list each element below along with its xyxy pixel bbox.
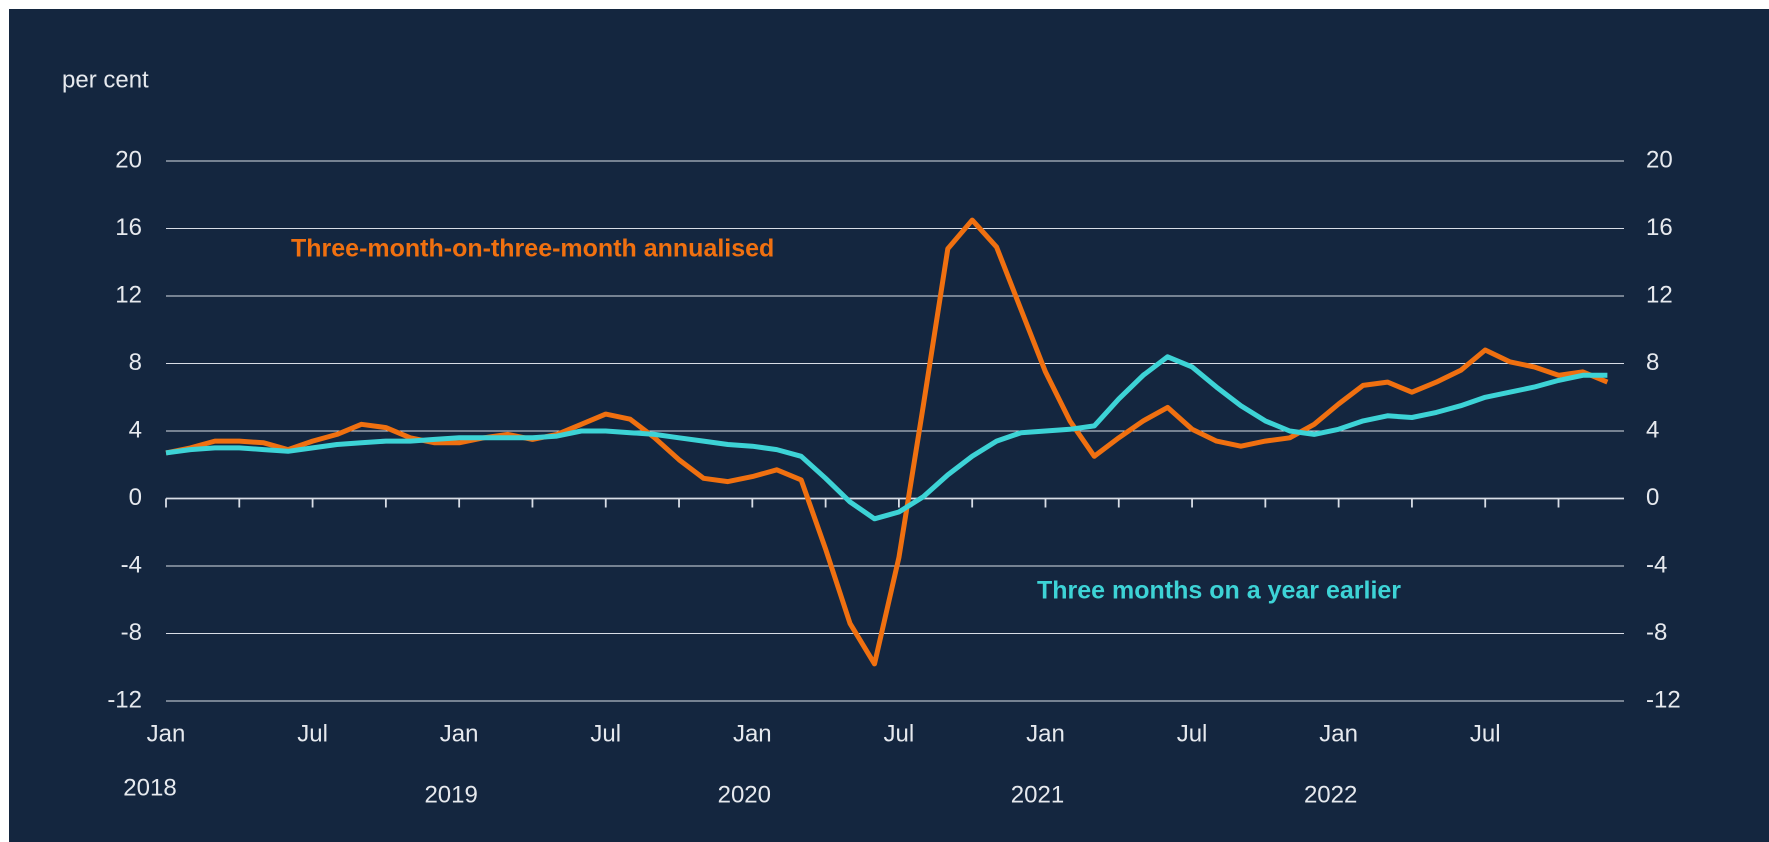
series-line [165, 354, 1608, 522]
y-tick-label: -12 [107, 686, 142, 713]
x-tick-label: Jul [590, 720, 621, 747]
year-label: 2021 [1011, 781, 1064, 808]
y2-tick-label: 4 [1646, 416, 1659, 443]
x-tick-label: Jul [1177, 720, 1208, 747]
x-tick-label: Jul [297, 720, 328, 747]
x-tick-label: Jan [1319, 720, 1358, 747]
x-tick-label: Jan [733, 720, 772, 747]
y2-tick-label: 0 [1646, 484, 1659, 511]
x-tick-label: Jan [147, 720, 186, 747]
series-line [165, 217, 1609, 667]
y-tick-label: 12 [115, 281, 142, 308]
y-tick-label: 4 [129, 416, 142, 443]
series-label: Three-month-on-three-month annualised [291, 235, 774, 263]
y2-tick-label: -12 [1646, 686, 1681, 713]
year-label: 2020 [718, 781, 771, 808]
year-label: 2018 [123, 774, 176, 801]
x-tick-label: Jul [884, 720, 915, 747]
chart-background [9, 9, 1769, 842]
series-label: Three months on a year earlier [1037, 577, 1401, 605]
y-tick-label: 20 [115, 146, 142, 173]
y2-tick-label: 16 [1646, 214, 1673, 241]
y-axis-label: per cent [62, 66, 149, 93]
y2-tick-label: 8 [1646, 349, 1659, 376]
y-tick-label: -8 [121, 619, 142, 646]
year-label: 2022 [1304, 781, 1357, 808]
y-tick-label: -4 [121, 551, 142, 578]
y-tick-label: 16 [115, 214, 142, 241]
year-label: 2019 [424, 781, 477, 808]
y-tick-label: 0 [129, 484, 142, 511]
y2-tick-label: -4 [1646, 551, 1667, 578]
x-tick-label: Jul [1470, 720, 1501, 747]
y-tick-label: 8 [129, 349, 142, 376]
y2-tick-label: 20 [1646, 146, 1673, 173]
y2-tick-label: 12 [1646, 281, 1673, 308]
y2-tick-label: -8 [1646, 619, 1667, 646]
x-tick-label: Jan [1026, 720, 1065, 747]
x-tick-label: Jan [440, 720, 479, 747]
